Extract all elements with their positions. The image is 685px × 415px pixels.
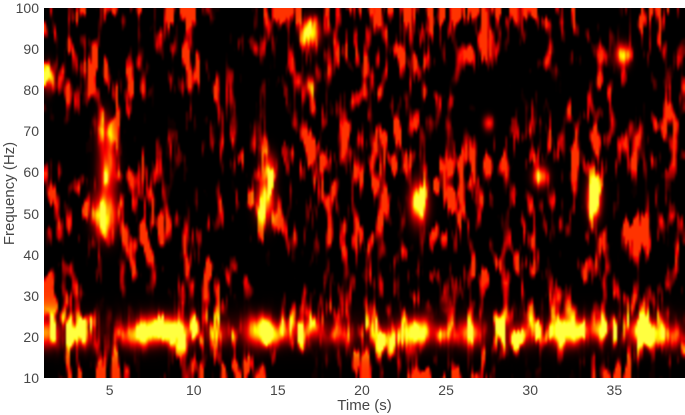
y-tick-label: 70 [23, 123, 39, 140]
x-axis-title: Time (s) [337, 397, 392, 414]
spectrogram-canvas [44, 8, 685, 378]
y-axis-title: Frequency (Hz) [1, 141, 19, 245]
x-tick-label: 15 [270, 382, 286, 398]
x-tick-label: 20 [354, 382, 370, 398]
x-tick-label: 5 [105, 382, 114, 398]
y-tick-label: 40 [23, 246, 39, 263]
y-tick-label: 50 [23, 205, 39, 222]
y-tick-label: 10 [23, 370, 39, 386]
x-tick-label: 10 [185, 382, 202, 398]
y-tick-label: 60 [23, 164, 39, 181]
y-axis-title-box: Frequency (Hz) [0, 8, 20, 378]
x-tick-label: 35 [606, 382, 623, 398]
y-tick-label: 90 [23, 41, 39, 58]
x-tick-label: 30 [522, 382, 538, 398]
y-tick-label: 80 [23, 82, 39, 99]
x-tick-label: 25 [438, 382, 454, 398]
y-tick-label: 20 [23, 328, 39, 345]
y-tick-label: 30 [23, 287, 39, 304]
y-tick-label: 100 [15, 0, 39, 16]
